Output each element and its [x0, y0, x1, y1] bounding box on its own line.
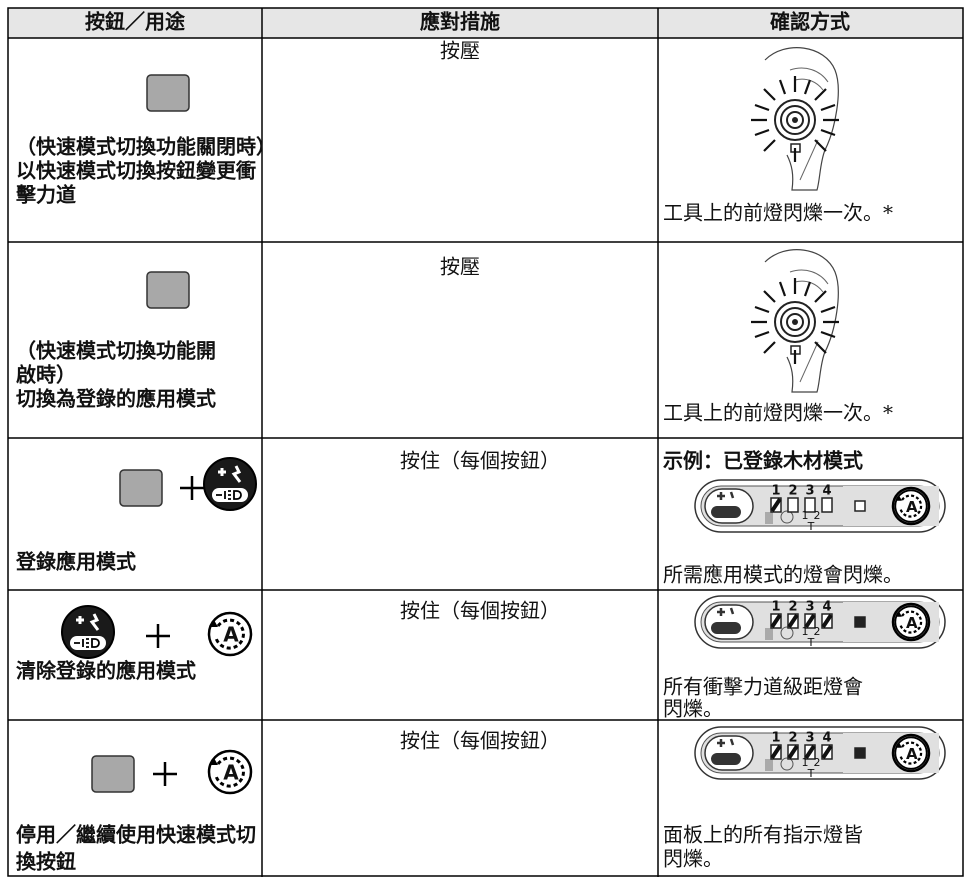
button-text: 清除登錄的應用模式: [16, 659, 196, 683]
panel-illustration: 1 2 3 41 2TA: [693, 594, 947, 650]
panel-illustration: 1 2 3 41 2TA: [693, 725, 947, 781]
panel-cell: [769, 612, 783, 630]
panel-assist-icon: A: [894, 736, 928, 770]
panel-cell: [786, 743, 800, 761]
panel-sub-label: 2: [814, 625, 821, 638]
button-text: 以快速模式切換按鈕變更衝: [16, 159, 256, 183]
button-text: 停用／繼續使用快速模式切: [16, 823, 256, 847]
panel-sub-label: T: [807, 767, 815, 780]
panel-digit: 2: [788, 484, 797, 499]
icon-letter: A: [906, 498, 918, 516]
panel-digit: 4: [822, 600, 831, 615]
action-text: 按壓: [440, 39, 480, 63]
mode-button-icon: [146, 271, 190, 309]
button-text: 擊力道: [16, 183, 76, 207]
light-button-icon: [202, 456, 258, 512]
confirm-text: 工具上的前燈閃爍一次。*: [663, 201, 893, 225]
panel-illustration: 1 2 3 41 2TA: [693, 478, 947, 534]
action-text: 按住（每個按鈕）: [400, 449, 560, 473]
icon-letter: A: [223, 761, 239, 785]
confirm-text: 所需應用模式的燈會閃爍。: [663, 563, 903, 587]
panel-sub-label: T: [807, 636, 815, 649]
icon-letter: A: [906, 745, 918, 763]
confirm-text: 工具上的前燈閃爍一次。*: [663, 401, 893, 425]
icon-letter: A: [223, 623, 239, 647]
icon-letter: A: [906, 614, 918, 632]
panel-digit: 2: [788, 600, 797, 615]
panel-digit: 1: [771, 600, 780, 615]
panel-digit: 3: [805, 484, 814, 499]
panel-digit: 3: [805, 600, 814, 615]
light-button-icon: [60, 604, 116, 660]
confirm-text: 閃爍。: [663, 697, 723, 721]
panel-assist-icon: A: [894, 605, 928, 639]
button-text: 啟時）: [16, 363, 76, 387]
tool-illustration: [749, 248, 841, 394]
panel-cell: [786, 612, 800, 630]
plus-sign: [178, 474, 206, 502]
panel-indicator: [854, 616, 866, 628]
plus-sign: [151, 760, 179, 788]
panel-indicator: [854, 500, 866, 512]
panel-digit: 4: [822, 731, 831, 746]
panel-digit: 2: [788, 731, 797, 746]
assist-button-icon: A: [207, 611, 253, 657]
panel-cell: [820, 612, 834, 630]
panel-sub-label: 1: [802, 625, 809, 638]
action-text: 按壓: [440, 255, 480, 279]
panel-cell: [769, 743, 783, 761]
mode-button-icon: [91, 755, 135, 793]
confirm-text: 面板上的所有指示燈皆: [663, 823, 863, 847]
panel-digit: 1: [771, 484, 780, 499]
panel-digit: 1: [771, 731, 780, 746]
header-cell: 按鈕／用途: [85, 10, 186, 34]
mode-button-icon: [146, 74, 190, 112]
panel-sub-label: 2: [814, 756, 821, 769]
button-text: 換按鈕: [16, 850, 76, 874]
panel-indicator: [854, 747, 866, 759]
header-cell: 確認方式: [770, 10, 850, 34]
confirm-text: 閃爍。: [663, 847, 723, 871]
header-cell: 應對措施: [420, 10, 500, 34]
panel-cell: [821, 497, 833, 513]
button-text: 登錄應用模式: [15, 550, 136, 574]
action-text: 按住（每個按鈕）: [400, 599, 560, 623]
panel-cell: [769, 496, 783, 514]
panel-cell: [820, 743, 834, 761]
panel-digit: 3: [805, 731, 814, 746]
confirm-text: 所有衝擊力道級距燈會: [663, 675, 863, 699]
panel-sub-label: 1: [802, 509, 809, 522]
assist-button-icon: A: [207, 749, 253, 795]
table-grid: [7, 7, 964, 877]
plus-sign: [144, 622, 172, 650]
header-bg: [8, 8, 963, 38]
button-text: （快速模式切換功能關閉時）: [16, 135, 276, 159]
button-text: （快速模式切換功能開: [16, 339, 216, 363]
panel-sub-label: 1: [802, 756, 809, 769]
panel-sub-label: T: [807, 520, 815, 533]
panel-assist-icon: A: [894, 489, 928, 523]
mode-button-icon: [119, 469, 163, 507]
panel-sub-label: 2: [814, 509, 821, 522]
confirm-heading: 示例：已登錄木材模式: [663, 449, 863, 473]
button-text: 切換為登錄的應用模式: [16, 387, 216, 411]
action-text: 按住（每個按鈕）: [400, 729, 560, 753]
tool-illustration: [749, 46, 841, 192]
panel-cell: [787, 497, 799, 513]
panel-digit: 4: [822, 484, 831, 499]
